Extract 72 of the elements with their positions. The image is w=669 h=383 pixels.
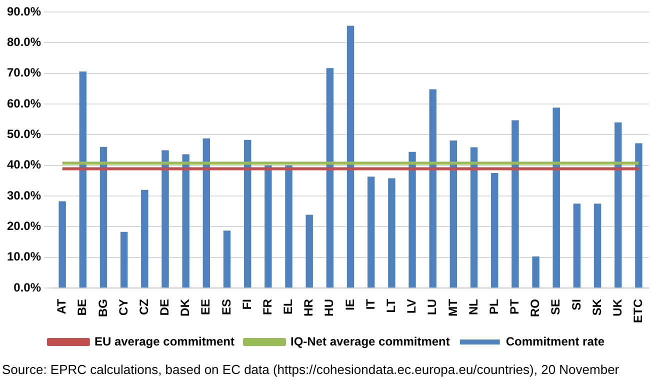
bar: [450, 140, 458, 288]
y-tick-label: 90.0%: [6, 4, 42, 18]
x-tick-label: LV: [404, 299, 419, 314]
y-tick-label: 20.0%: [6, 218, 42, 233]
x-tick-label: BG: [96, 299, 110, 317]
x-tick-label: DE: [158, 299, 172, 316]
bar: [429, 89, 436, 288]
x-tick-label: IT: [363, 298, 378, 310]
x-tick-label: FI: [240, 299, 254, 310]
x-tick-label: HU: [322, 299, 336, 316]
x-tick-label: RO: [528, 299, 542, 317]
x-tick-label: MT: [446, 298, 460, 316]
bar: [79, 71, 87, 288]
y-tick-label: 70.0%: [6, 66, 42, 80]
bar: [162, 150, 169, 288]
x-tick-label: CZ: [136, 299, 151, 315]
x-tick-label: FR: [260, 298, 274, 315]
bar: [552, 108, 560, 288]
bar: [264, 165, 272, 288]
bar: [388, 178, 396, 288]
x-tick-label: NL: [466, 299, 480, 315]
bar: [573, 204, 581, 288]
x-tick-label: ES: [219, 299, 234, 316]
y-tick-label: 10.0%: [6, 250, 42, 264]
bar: [58, 201, 66, 288]
bar: [367, 176, 375, 288]
bar: [182, 154, 190, 288]
bar: [244, 140, 252, 288]
x-tick-label: UK: [610, 298, 624, 316]
x-tick-label: PL: [486, 299, 501, 314]
bar: [491, 173, 498, 288]
x-tick-label: SE: [548, 299, 563, 316]
x-tick-label: CY: [116, 299, 130, 316]
x-tick-label: DK: [178, 298, 192, 316]
x-tick-label: HR: [302, 298, 316, 316]
y-tick-label: 50.0%: [6, 126, 42, 141]
y-tick-label: 0.0%: [14, 280, 42, 294]
bar: [470, 147, 478, 288]
x-tick-label: ETC: [631, 298, 646, 323]
y-tick-label: 60.0%: [6, 96, 42, 110]
y-tick-label: 80.0%: [6, 34, 42, 49]
x-tick-label: SK: [590, 298, 604, 316]
bar: [223, 230, 231, 288]
x-tick-label: EL: [281, 299, 296, 314]
bar: [635, 143, 642, 288]
bar: [326, 68, 334, 288]
legend-label: IQ-Net average commitment: [290, 334, 450, 348]
bar: [614, 122, 622, 288]
bar: [532, 256, 540, 288]
bar: [285, 165, 292, 288]
bar: [120, 232, 128, 288]
bar: [100, 146, 108, 288]
legend-label: Commitment rate: [506, 334, 605, 348]
bar: [512, 120, 519, 288]
bar: [408, 152, 416, 288]
x-tick-label: SI: [569, 299, 584, 310]
x-tick-label: EE: [198, 299, 213, 316]
legend-label: EU average commitment: [94, 334, 235, 348]
y-tick-label: 30.0%: [6, 188, 42, 202]
bar: [202, 138, 210, 288]
x-tick-label: PT: [508, 298, 522, 314]
bar: [594, 204, 602, 288]
x-tick-label: LU: [425, 299, 440, 315]
bar: [141, 190, 148, 288]
bar: [346, 26, 354, 288]
x-tick-label: BE: [75, 299, 90, 316]
bar: [306, 214, 313, 288]
x-tick-label: LT: [384, 298, 398, 313]
y-tick-label: 40.0%: [6, 158, 42, 172]
source-note: Source: EPRC calculations, based on EC data (https://cohesiondata.ec.europa.eu/countries), 20 November: [2, 362, 620, 377]
x-tick-label: AT: [54, 298, 69, 314]
x-tick-label: IE: [342, 299, 357, 310]
